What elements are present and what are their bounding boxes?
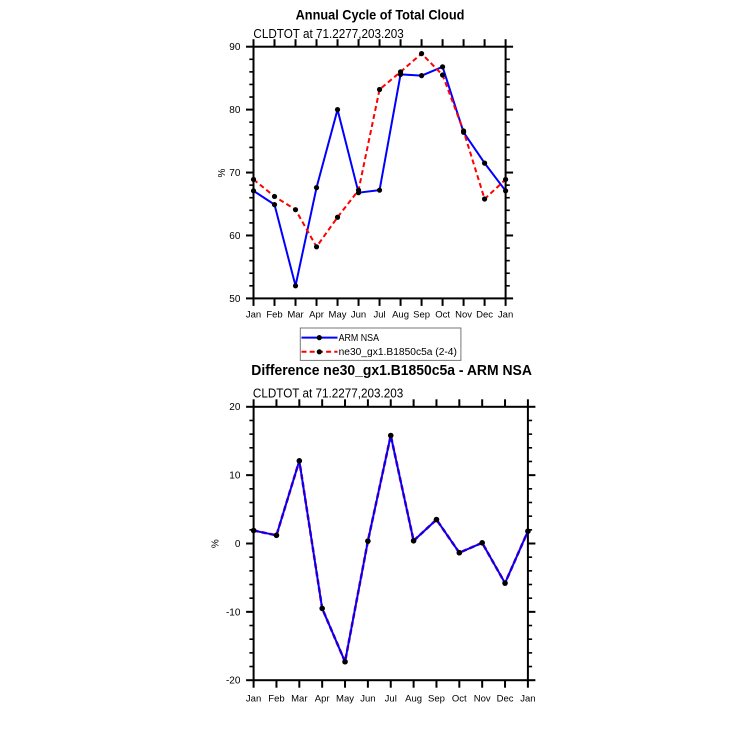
svg-text:90: 90 [229,42,241,53]
svg-text:Jan: Jan [246,694,261,705]
svg-text:Jun: Jun [360,694,375,705]
svg-text:0: 0 [235,539,241,550]
svg-text:Sep: Sep [413,310,430,321]
svg-text:CLDTOT at 71.2277,203.203: CLDTOT at 71.2277,203.203 [253,26,403,41]
svg-text:May: May [336,694,354,705]
svg-text:Oct: Oct [452,694,467,705]
svg-text:%: % [217,169,228,178]
svg-text:20: 20 [229,402,241,413]
svg-text:Mar: Mar [287,310,303,321]
svg-text:Oct: Oct [435,310,450,321]
svg-text:%: % [211,539,222,548]
svg-text:Dec: Dec [497,694,514,705]
svg-text:ne30_gx1.B1850c5a (2-4): ne30_gx1.B1850c5a (2-4) [339,347,457,358]
svg-text:-20: -20 [226,676,241,687]
svg-text:-10: -10 [226,607,241,618]
svg-text:Annual Cycle of Total Cloud: Annual Cycle of Total Cloud [296,6,465,22]
svg-text:Sep: Sep [428,694,445,705]
svg-text:70: 70 [229,168,241,179]
svg-text:Feb: Feb [266,310,282,321]
svg-text:CLDTOT at 71.2277,203.203: CLDTOT at 71.2277,203.203 [253,386,403,401]
svg-text:May: May [329,310,347,321]
svg-text:Jul: Jul [373,310,385,321]
svg-text:50: 50 [229,294,241,305]
svg-text:ARM NSA: ARM NSA [339,333,380,344]
svg-text:Aug: Aug [392,310,409,321]
svg-text:Feb: Feb [268,694,284,705]
svg-text:10: 10 [229,471,241,482]
svg-text:Apr: Apr [315,694,330,705]
svg-text:Nov: Nov [455,310,472,321]
svg-text:Apr: Apr [309,310,324,321]
svg-text:60: 60 [229,231,241,242]
svg-text:Aug: Aug [405,694,422,705]
svg-text:Jan: Jan [498,310,513,321]
svg-text:Jan: Jan [246,310,261,321]
svg-text:Difference ne30_gx1.B1850c5a -: Difference ne30_gx1.B1850c5a - ARM NSA [251,363,532,379]
svg-text:Nov: Nov [474,694,491,705]
svg-text:Jan: Jan [520,694,535,705]
svg-text:Jun: Jun [351,310,366,321]
svg-text:Jul: Jul [385,694,397,705]
svg-text:Dec: Dec [476,310,493,321]
svg-text:Mar: Mar [291,694,307,705]
svg-text:80: 80 [229,105,241,116]
